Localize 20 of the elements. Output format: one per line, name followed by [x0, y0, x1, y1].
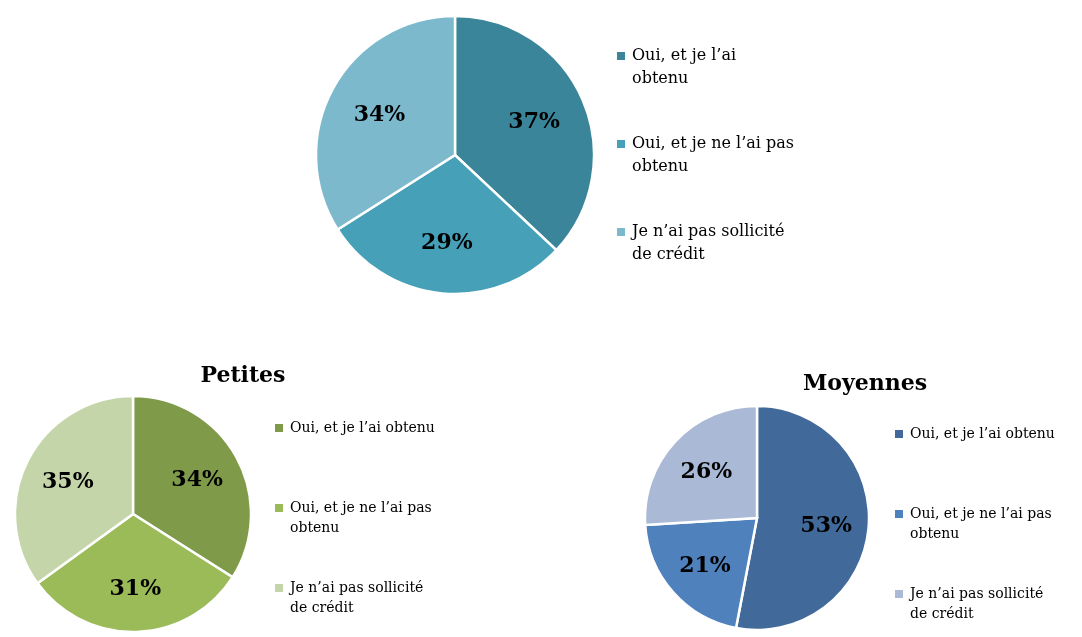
legend-label: Oui, et je ne l’ai pas obtenu	[290, 499, 432, 536]
data-label: 53%	[800, 511, 852, 538]
data-label: 34%	[171, 465, 223, 492]
legend-label: Oui, et je l’ai obtenu	[632, 45, 737, 88]
legend-label: Je n’ai pas sollicité de crédit	[630, 221, 785, 264]
legend-label: Oui, et je ne l’ai pas obtenu	[910, 505, 1052, 542]
chart-title: Moyennes	[802, 369, 928, 395]
legend-label: Oui, et je l’ai obtenu	[910, 425, 1055, 441]
data-label: 21%	[679, 550, 731, 577]
data-label: 29%	[421, 227, 473, 254]
data-label: 26%	[680, 457, 733, 484]
data-label: 31%	[109, 573, 162, 600]
data-label: 37%	[508, 107, 560, 134]
legend-label: Je n’ai pas sollicité de crédit	[288, 579, 424, 616]
data-label: 34%	[353, 100, 406, 127]
legend-label: Je n’ai pas sollicité de crédit	[908, 585, 1044, 622]
legend-label: Oui, et je l’ai obtenu	[290, 419, 435, 435]
chart-title: Petites	[200, 361, 286, 387]
data-label: 35%	[42, 467, 94, 494]
legend-label: Oui, et je ne l’ai pas obtenu	[632, 133, 795, 176]
